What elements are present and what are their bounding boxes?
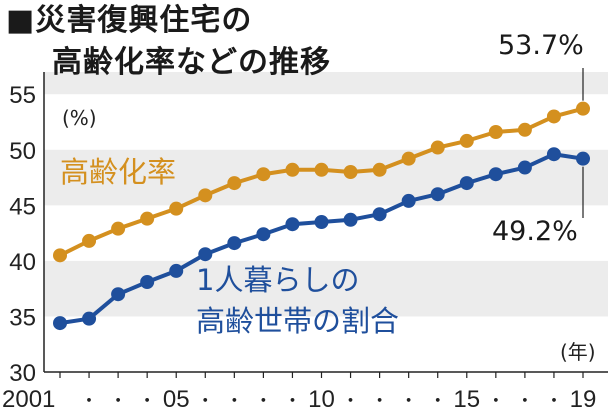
grid-band [44,72,608,95]
data-point-series-2 [517,160,532,175]
y-tick-label: 30 [9,360,36,387]
x-tick-label: 10 [308,386,335,413]
x-tick-label: 19 [570,386,597,413]
y-tick-label: 50 [9,138,36,165]
x-tick-label: ・ [545,391,563,411]
data-point-series-1 [517,122,532,137]
data-point-series-2 [140,275,155,289]
data-point-series-2 [53,316,67,331]
data-point-series-1 [82,233,97,248]
data-point-series-2 [576,151,590,166]
data-point-series-2 [430,187,445,202]
grid-band [44,260,608,317]
data-point-series-1 [576,101,590,116]
chart-title-line2: 高齢化率などの推移 [52,45,331,80]
data-point-series-1 [285,162,300,177]
data-point-series-2 [169,263,184,278]
x-tick-label: ・ [80,391,98,411]
x-tick-label: ・ [487,391,505,411]
data-point-series-2 [256,227,271,242]
data-point-series-1 [198,188,213,203]
series-label-aging-rate: 高齢化率 [60,155,177,189]
x-tick-label: ・ [429,391,447,411]
data-point-series-1 [227,176,242,191]
y-tick-label: 40 [9,249,36,276]
data-point-series-1 [111,221,126,236]
x-tick-label: 05 [163,386,190,413]
data-point-series-1 [314,162,329,177]
end-value-label-aging-rate: 53.7% [498,30,584,61]
series-label-single-elderly-line1: 1人暮らしの [196,263,360,297]
x-tick-label: 2001 [2,386,55,413]
data-point-series-1 [140,211,155,226]
x-tick-label: ・ [254,391,272,411]
data-point-series-2 [198,247,213,262]
y-axis-unit: (%) [62,106,97,130]
x-tick-label: ・ [138,391,156,411]
data-point-series-1 [53,248,67,263]
data-point-series-2 [372,207,387,222]
data-point-series-1 [459,133,474,148]
data-point-series-1 [401,151,416,166]
data-point-series-1 [343,165,358,179]
data-point-series-2 [488,167,503,182]
data-point-series-1 [169,201,184,216]
x-tick-label: ・ [400,391,418,411]
data-point-series-2 [314,215,329,229]
end-value-label-single-elderly: 49.2% [492,216,578,247]
x-tick-label: ・ [109,391,127,411]
x-tick-label: 15 [453,386,480,413]
x-tick-label: ・ [225,391,243,411]
data-point-series-2 [227,236,242,251]
y-tick-label: 45 [9,193,36,220]
chart-title-line1: ■災害復興住宅の [6,3,253,38]
y-tick-label: 35 [9,304,36,331]
data-point-series-2 [459,176,474,191]
data-point-series-1 [256,167,271,182]
x-tick-label: ・ [516,391,534,411]
data-point-series-1 [430,140,445,155]
x-tick-label: ・ [371,391,389,411]
data-point-series-2 [343,212,358,227]
x-tick-label: ・ [342,391,360,411]
data-point-series-2 [546,147,561,162]
data-point-series-1 [372,162,387,177]
data-point-series-2 [285,217,300,232]
data-point-series-1 [546,109,561,124]
x-axis-unit: (年) [560,340,596,364]
data-point-series-2 [82,311,97,326]
data-point-series-1 [488,125,503,139]
series-label-single-elderly-line2: 高齢世帯の割合 [196,304,400,338]
x-tick-label: ・ [196,391,214,411]
y-tick-label: 55 [9,82,36,109]
data-point-series-2 [111,287,126,302]
data-point-series-2 [401,193,416,208]
grid-band [44,149,608,206]
x-tick-label: ・ [283,391,301,411]
